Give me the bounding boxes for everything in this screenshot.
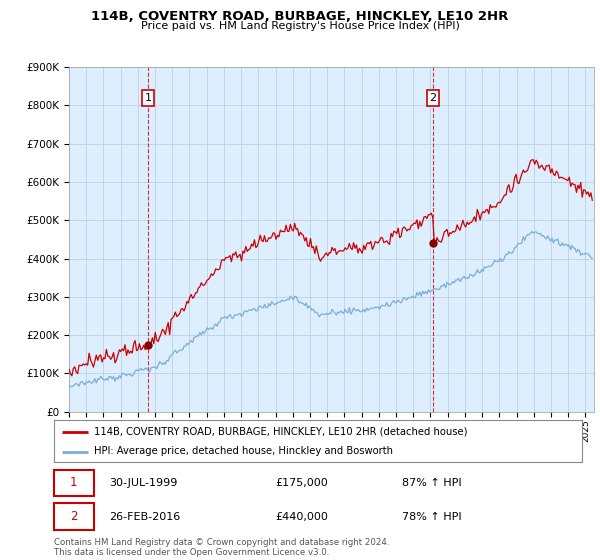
- Text: 114B, COVENTRY ROAD, BURBAGE, HINCKLEY, LE10 2HR: 114B, COVENTRY ROAD, BURBAGE, HINCKLEY, …: [91, 10, 509, 23]
- Text: 114B, COVENTRY ROAD, BURBAGE, HINCKLEY, LE10 2HR (detached house): 114B, COVENTRY ROAD, BURBAGE, HINCKLEY, …: [94, 427, 467, 437]
- Text: 1: 1: [145, 93, 151, 103]
- Text: 2: 2: [430, 93, 437, 103]
- Text: £440,000: £440,000: [276, 512, 329, 521]
- Text: Price paid vs. HM Land Registry's House Price Index (HPI): Price paid vs. HM Land Registry's House …: [140, 21, 460, 31]
- Text: 30-JUL-1999: 30-JUL-1999: [109, 478, 178, 488]
- Text: 87% ↑ HPI: 87% ↑ HPI: [403, 478, 462, 488]
- Text: 78% ↑ HPI: 78% ↑ HPI: [403, 512, 462, 521]
- Text: HPI: Average price, detached house, Hinckley and Bosworth: HPI: Average price, detached house, Hinc…: [94, 446, 392, 456]
- FancyBboxPatch shape: [54, 503, 94, 530]
- Text: 26-FEB-2016: 26-FEB-2016: [109, 512, 181, 521]
- Text: 1: 1: [70, 477, 77, 489]
- FancyBboxPatch shape: [54, 470, 94, 496]
- Text: Contains HM Land Registry data © Crown copyright and database right 2024.
This d: Contains HM Land Registry data © Crown c…: [54, 538, 389, 557]
- Text: 2: 2: [70, 510, 77, 523]
- Text: £175,000: £175,000: [276, 478, 329, 488]
